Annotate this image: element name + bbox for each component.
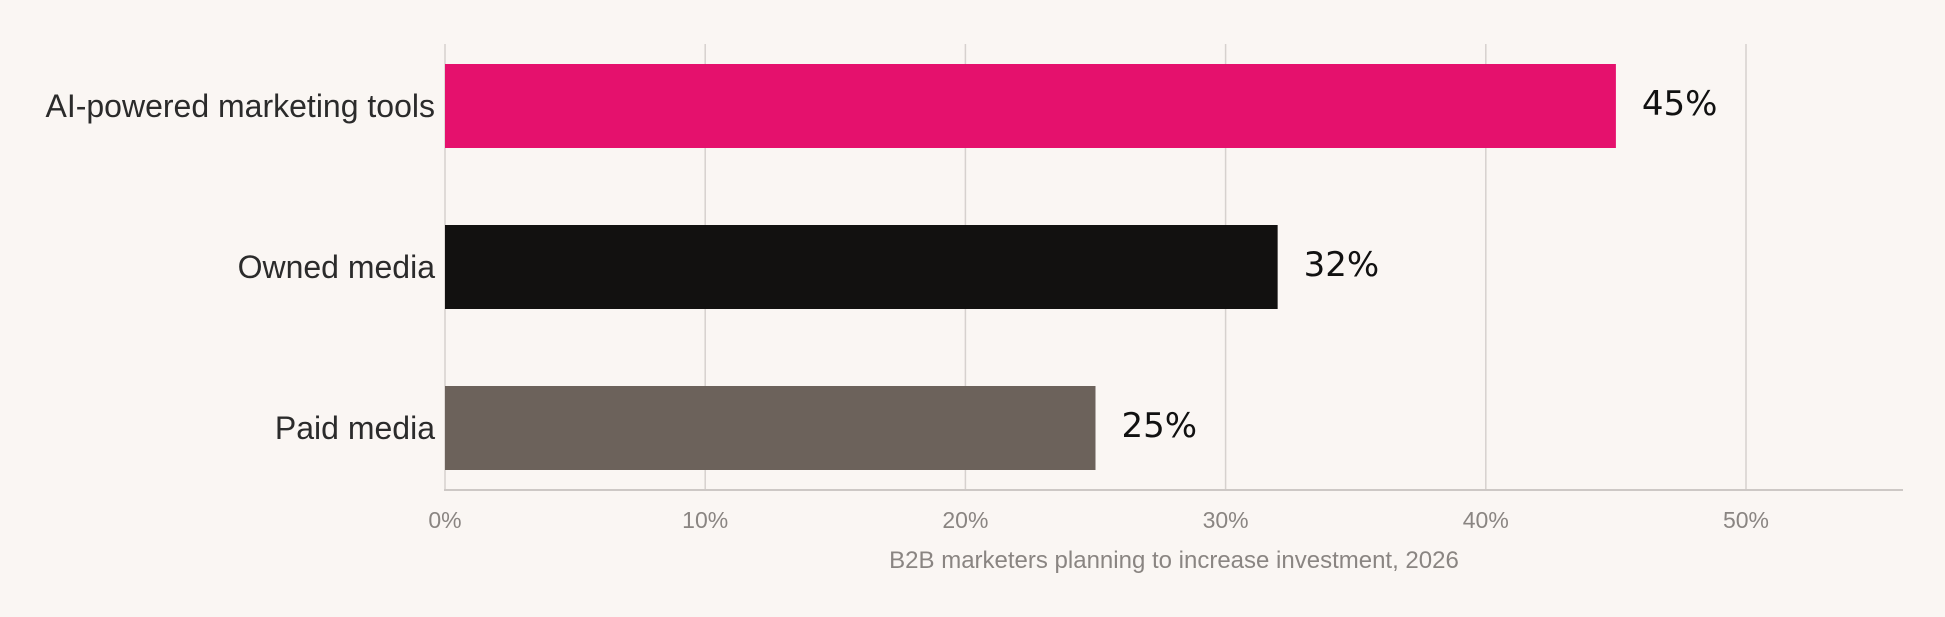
category-labels: AI-powered marketing tools Owned media Pai… <box>45 88 435 446</box>
x-tick-label: 50% <box>1723 507 1769 533</box>
x-tick-label: 10% <box>682 507 728 533</box>
category-label: Paid media <box>275 410 435 446</box>
x-tick-label: 20% <box>942 507 988 533</box>
category-label: Owned media <box>238 249 436 285</box>
bars <box>445 64 1616 470</box>
category-label: AI-powered marketing tools <box>45 88 435 124</box>
x-tick-label: 0% <box>428 507 461 533</box>
value-labels: 45% 32% 25% <box>1122 84 1718 446</box>
bar <box>445 225 1278 309</box>
x-axis-ticks: 0% 10% 20% 30% 40% 50% <box>428 507 1769 533</box>
value-label: 25% <box>1122 406 1198 446</box>
x-tick-label: 40% <box>1463 507 1509 533</box>
x-tick-label: 30% <box>1203 507 1249 533</box>
x-axis-title: B2B marketers planning to increase inves… <box>889 547 1459 574</box>
value-label: 45% <box>1642 84 1718 124</box>
value-label: 32% <box>1304 245 1380 285</box>
bar <box>445 386 1096 470</box>
bar <box>445 64 1616 148</box>
